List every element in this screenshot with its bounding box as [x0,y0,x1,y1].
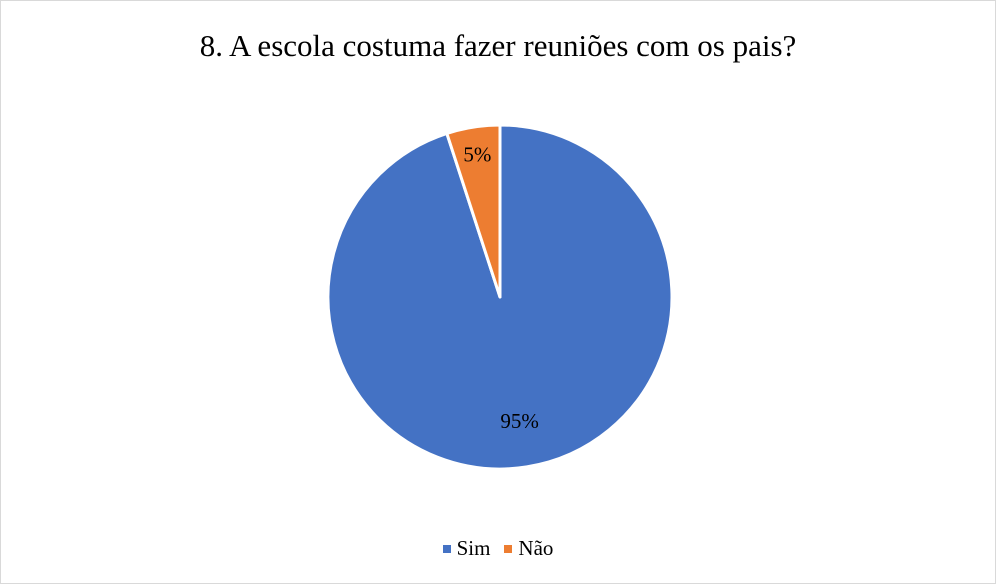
chart-title: 8. A escola costuma fazer reuniões com o… [199,28,797,63]
legend-swatch-sim [442,544,451,553]
legend-item-sim: Sim [442,536,491,561]
pie-slice-nao [445,123,502,299]
legend-swatch-nao [504,544,513,553]
legend-label-sim: Sim [456,536,491,560]
pie-slice-sim [326,123,674,471]
data-label-nao: 5% [463,142,491,166]
legend: Sim Não [0,536,996,561]
legend-label-nao: Não [518,536,554,560]
data-label-sim: 95% [500,409,539,433]
legend-item-nao: Não [504,536,553,561]
